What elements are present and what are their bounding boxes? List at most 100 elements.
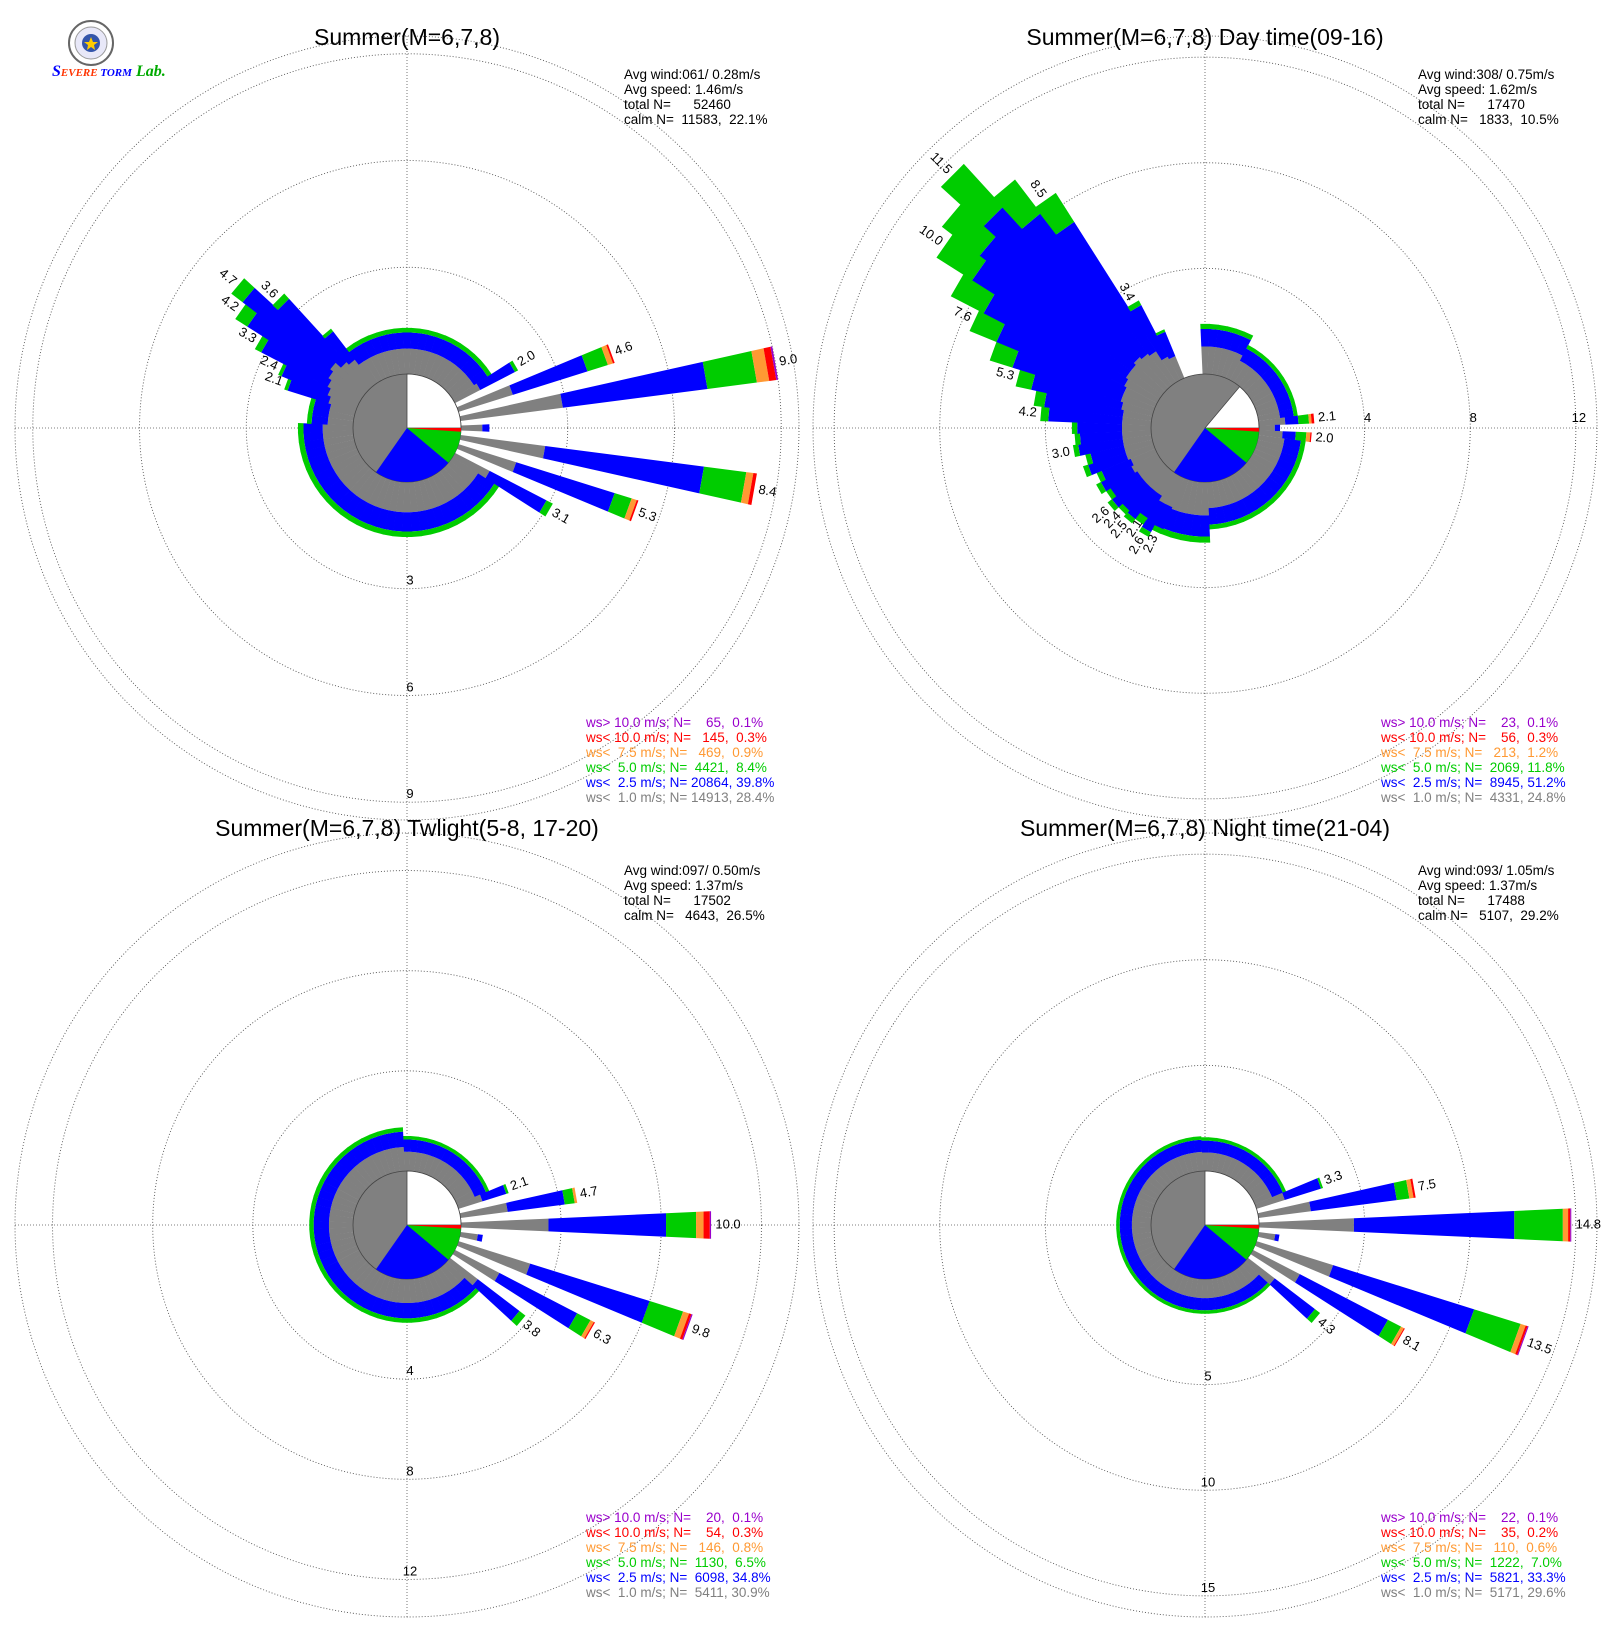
wind-bar-5-band-1 <box>409 348 418 375</box>
wind-bar-15-band-1 <box>418 1153 430 1174</box>
wind-bar-55 <box>449 1170 483 1197</box>
wind-bar-65 <box>454 1183 490 1205</box>
wind-bar-60 <box>452 360 519 404</box>
wind-bar-50-band-1 <box>1244 376 1266 396</box>
wind-bar-110-band-5 <box>1515 1325 1528 1355</box>
wind-bar-240-band-2 <box>314 466 336 484</box>
wind-bar-275 <box>306 414 354 426</box>
wind-bar-160 <box>423 477 449 533</box>
ring-tick-label: 5 <box>1204 1369 1211 1384</box>
wind-bar-80-band-3 <box>562 1188 575 1205</box>
wind-bar-140-band-2 <box>454 1282 471 1300</box>
wind-bar-205-band-3 <box>356 519 368 529</box>
wind-bar-310 <box>329 1158 368 1193</box>
wind-bar-100-band-3 <box>1299 440 1306 451</box>
wind-bar-310-band-3 <box>1134 1164 1143 1174</box>
wind-bar-125-band-1 <box>1247 456 1273 477</box>
wind-bar-330-band-1 <box>1165 1160 1181 1180</box>
calm-pie-red-sector <box>1205 1225 1259 1229</box>
wind-bar-280-band-1 <box>328 410 355 422</box>
grid-ring <box>833 56 1577 800</box>
stats-line: Avg speed: 1.62m/s <box>1418 82 1537 97</box>
stats-line: Avg wind:061/ 0.28m/s <box>624 67 761 82</box>
wind-bar-285-band-2 <box>315 1196 333 1209</box>
wind-bar-215 <box>1150 1267 1177 1301</box>
wind-bar-110-band-1 <box>456 444 517 472</box>
wind-bar-55-band-1 <box>449 1180 469 1197</box>
wind-bar-210-band-1 <box>1158 473 1181 505</box>
wind-bar-210-band-1 <box>364 1270 383 1295</box>
wind-bar-155-band-1 <box>427 1272 444 1298</box>
wind-bar-85-band-5 <box>1310 413 1315 424</box>
wind-bar-255-band-3 <box>1085 453 1094 466</box>
wind-bar-275-band-2 <box>1119 1213 1133 1222</box>
wind-bar-220-band-3 <box>1123 512 1136 524</box>
wind-bar-145 <box>435 1267 467 1308</box>
wind-bar-235-band-2 <box>1110 471 1142 497</box>
wind-bar-130-band-2 <box>472 1279 520 1321</box>
wind-bar-185-band-3 <box>1193 1309 1202 1314</box>
wind-bar-150-band-1 <box>1229 473 1249 500</box>
wind-bar-245 <box>316 1245 360 1271</box>
wind-bar-90-band-3 <box>1514 1208 1563 1242</box>
wind-bar-80-label: 4.7 <box>579 1183 599 1201</box>
wind-bar-110-band-3 <box>1465 1309 1521 1353</box>
wind-bar-300-band-1 <box>1124 378 1160 404</box>
wind-bar-25 <box>427 1142 449 1178</box>
wind-bar-175-band-1 <box>409 1278 418 1304</box>
wind-bar-335 <box>361 1134 387 1178</box>
wind-bar-245-band-1 <box>1137 1245 1158 1259</box>
wind-bar-120-band-1 <box>452 1249 500 1282</box>
wind-bar-110-band-4 <box>674 1311 690 1339</box>
wind-bar-50-band-2 <box>465 363 483 380</box>
wind-bar-110 <box>456 444 639 522</box>
wind-bar-320 <box>993 179 1173 389</box>
wind-bar-280-band-2 <box>1044 392 1124 418</box>
wind-bar-255-band-2 <box>315 1241 333 1254</box>
wind-bar-55-band-2 <box>465 1172 480 1186</box>
wind-bar-355-band-3 <box>393 327 403 334</box>
wind-bar-35 <box>435 343 469 386</box>
stats-line: calm N= 5107, 29.2% <box>1418 908 1559 923</box>
wind-bar-20-band-3 <box>435 332 446 340</box>
wind-bar-205 <box>1163 1272 1185 1308</box>
wind-bar-205-band-2 <box>1165 1289 1178 1304</box>
wind-bar-10-band-2 <box>1214 1141 1224 1155</box>
wind-bar-340-band-2 <box>370 336 384 355</box>
wind-bar-10-band-3 <box>1215 1137 1225 1143</box>
wind-bar-180-band-1 <box>403 481 411 513</box>
wind-bar-225-band-1 <box>1145 464 1169 488</box>
wind-bar-320-band-2 <box>343 1150 360 1168</box>
wind-bar-125-band-1 <box>449 456 479 480</box>
wind-bar-65-band-1 <box>1252 392 1276 408</box>
wind-bar-330-band-3 <box>352 338 363 348</box>
wind-bar-315-band-3 <box>1139 1159 1148 1168</box>
wind-bar-120-band-2 <box>485 470 547 513</box>
wind-bar-210-band-3 <box>348 515 360 525</box>
wind-bar-335-band-1 <box>1168 356 1185 381</box>
wind-bar-45 <box>443 1159 473 1189</box>
wind-bar-90-label: 14.8 <box>1576 1216 1601 1231</box>
ring-tick-label: 3 <box>406 573 413 588</box>
wind-bar-140 <box>1237 467 1274 509</box>
wind-bar-305-band-2 <box>247 312 334 379</box>
wind-bar-290-band-2 <box>317 1189 335 1202</box>
wind-bar-120-band-2 <box>1272 464 1291 481</box>
wind-bar-30 <box>431 1145 455 1180</box>
wind-bar-50 <box>446 1164 478 1193</box>
wind-bar-110-band-1 <box>1254 444 1282 459</box>
wind-bar-15-band-3 <box>1226 326 1237 334</box>
wind-bar-60-band-2 <box>1268 379 1285 394</box>
wind-bar-90-band-6 <box>709 1211 712 1239</box>
wind-bar-50-band-1 <box>1244 1175 1263 1193</box>
wind-bar-185-band-1 <box>1195 1278 1203 1299</box>
stats-line: Avg speed: 1.37m/s <box>1418 878 1537 893</box>
wind-bar-180-band-3 <box>402 1318 412 1323</box>
wind-bar-150-band-2 <box>445 499 463 521</box>
wind-bar-330-band-2 <box>355 343 371 362</box>
wind-bar-65-band-3 <box>1284 384 1292 394</box>
wind-bar-35-band-2 <box>446 1152 460 1167</box>
wind-bar-255-band-1 <box>324 439 356 454</box>
wind-bar-355 <box>394 1127 405 1172</box>
wind-bar-300-band-3 <box>950 273 995 314</box>
